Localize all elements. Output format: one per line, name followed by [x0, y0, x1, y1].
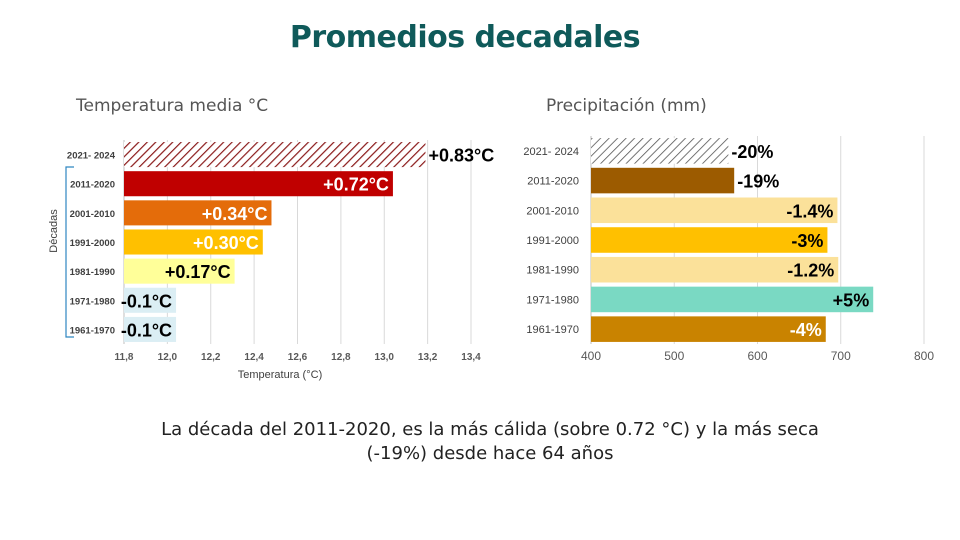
temp-category-label: 1961-1970 [70, 325, 115, 336]
precip-category-label: 1961-1970 [526, 324, 579, 336]
temp-x-tick-label: 12,8 [331, 352, 351, 363]
precip-category-label: 2011-2020 [527, 176, 579, 188]
temp-x-tick-label: 13,4 [461, 352, 481, 363]
temperature-chart-title: Temperatura media °C [76, 96, 269, 116]
temp-category-label: 1991-2000 [70, 238, 115, 249]
temp-x-tick-label: 12,6 [288, 352, 308, 363]
precip-data-label: -19% [737, 172, 779, 192]
temp-category-label: 2021- 2024 [67, 151, 116, 162]
caption-line-2: (-19%) desde hace 64 años [366, 443, 614, 464]
temp-data-label: +0.30°C [193, 233, 259, 253]
temp-x-tick-label: 13,0 [375, 352, 395, 363]
precip-data-label: +5% [833, 290, 870, 310]
temp-x-tick-label: 12,4 [244, 352, 264, 363]
precip-data-label: -1.2% [787, 261, 834, 281]
precip-category-label: 1971-1980 [526, 294, 579, 306]
temp-data-label: +0.17°C [165, 262, 231, 282]
temp-y-axis-label: Décadas [48, 209, 60, 253]
precip-category-label: 1981-1990 [526, 265, 579, 277]
temp-y-axis-bracket [65, 166, 74, 338]
precip-bar [591, 286, 874, 313]
temp-bar [124, 316, 177, 342]
temp-category-label: 1981-1990 [70, 267, 115, 278]
temp-data-label: -0.1°C [121, 320, 172, 340]
temp-bar [124, 142, 426, 168]
precipitation-chart-title: Precipitación (mm) [546, 96, 707, 116]
temp-bar [124, 229, 263, 255]
precip-bar [591, 138, 729, 164]
temp-bar [124, 171, 393, 197]
precip-bar [591, 227, 828, 253]
temp-category-label: 2001-2010 [70, 209, 115, 220]
precip-category-label: 2001-2010 [526, 205, 579, 217]
temp-bar [124, 287, 177, 313]
precip-x-tick-label: 600 [747, 349, 767, 363]
precip-data-label: -3% [791, 231, 823, 251]
precip-data-label: -4% [790, 320, 822, 340]
precip-x-tick-label: 700 [831, 349, 851, 363]
summary-caption: La década del 2011-2020, es la más cálid… [120, 418, 860, 466]
temp-data-label: +0.34°C [202, 204, 268, 224]
precip-x-tick-label: 800 [914, 349, 934, 363]
temp-x-tick-label: 12,2 [201, 352, 221, 363]
temp-category-label: 1971-1980 [70, 296, 115, 307]
temp-data-label: +0.72°C [323, 175, 389, 195]
temp-x-tick-label: 11,8 [115, 352, 134, 363]
temp-x-axis-label: Temperatura (°C) [238, 369, 322, 381]
precip-bar [591, 316, 826, 342]
precip-category-label: 1991-2000 [526, 235, 579, 247]
temp-x-tick-label: 13,2 [418, 352, 438, 363]
page-title: Promedios decadales [289, 20, 641, 55]
temp-x-tick-label: 12,0 [158, 352, 178, 363]
precip-bar [591, 167, 735, 194]
precip-data-label: -20% [731, 142, 773, 162]
precip-bar [591, 197, 838, 224]
temp-bar [124, 200, 272, 226]
caption-line-1: La década del 2011-2020, es la más cálid… [161, 419, 819, 440]
temp-category-label: 2011-2020 [70, 180, 115, 191]
precip-data-label: -1.4% [786, 201, 833, 221]
precip-x-tick-label: 500 [664, 349, 684, 363]
precip-category-label: 2021- 2024 [523, 146, 579, 158]
precip-bar [591, 256, 839, 283]
temp-data-label: -0.1°C [121, 291, 172, 311]
precip-x-tick-label: 400 [581, 349, 601, 363]
temp-bar [124, 258, 235, 284]
temp-data-label: +0.83°C [428, 146, 494, 166]
